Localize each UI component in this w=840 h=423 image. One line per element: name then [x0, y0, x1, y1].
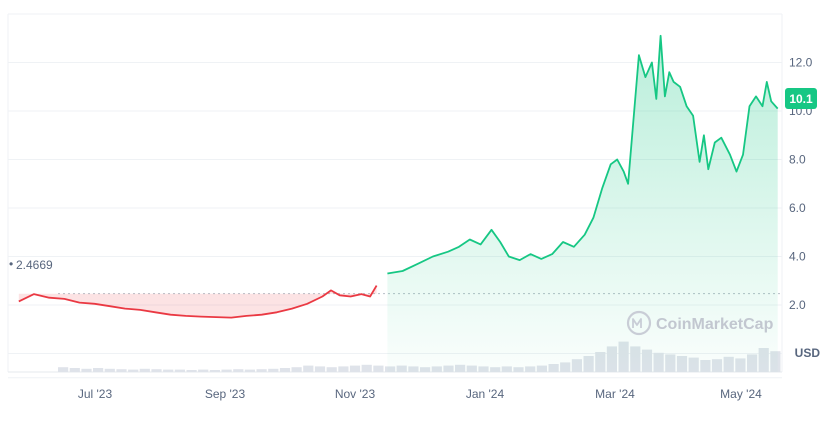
- volume-bar: [104, 368, 115, 372]
- volume-bar: [116, 369, 127, 372]
- x-tick-label: Nov '23: [335, 387, 376, 401]
- volume-bar: [186, 370, 197, 372]
- volume-bar: [174, 369, 185, 372]
- price-line-layer: [18, 34, 779, 319]
- volume-bar: [93, 368, 104, 372]
- y-tick-label: 12.0: [789, 56, 813, 70]
- volume-bar: [326, 367, 337, 372]
- x-tick-label: Jan '24: [466, 387, 505, 401]
- watermark-text: CoinMarketCap: [656, 316, 774, 333]
- overlay-layer: • 2.4669 10.1 USD: [9, 88, 820, 360]
- x-tick-label: Mar '24: [595, 387, 635, 401]
- volume-bar: [139, 368, 150, 372]
- y-tick-label: 2.0: [789, 298, 806, 312]
- volume-bar: [233, 369, 244, 372]
- baseline-marker: •: [9, 257, 13, 271]
- coinmarketcap-logo-icon: [626, 310, 652, 336]
- volume-bar: [221, 369, 232, 372]
- volume-bar: [209, 370, 220, 372]
- volume-bar: [163, 369, 174, 372]
- volume-bar: [58, 367, 69, 372]
- y-tick-label: 4.0: [789, 250, 806, 264]
- watermark: CoinMarketCap: [626, 310, 774, 336]
- volume-bar: [373, 365, 384, 372]
- volume-bar: [338, 366, 349, 372]
- volume-bar: [349, 365, 361, 372]
- y-tick-label: 6.0: [789, 201, 806, 215]
- current-price-label: 10.1: [789, 92, 813, 106]
- y-tick-label: 8.0: [789, 153, 806, 167]
- currency-label: USD: [795, 346, 821, 360]
- volume-bar: [128, 369, 139, 372]
- current-price-badge: [785, 88, 817, 109]
- price-line-down: [18, 285, 378, 319]
- x-tick-label: Sep '23: [205, 387, 246, 401]
- above-baseline-area: [387, 35, 778, 373]
- x-tick-label: May '24: [720, 387, 762, 401]
- volume-bar: [314, 366, 326, 372]
- volume-bar: [244, 369, 255, 372]
- baseline-value-label: 2.4669: [16, 258, 53, 272]
- x-tick-label: Jul '23: [78, 387, 113, 401]
- volume-bar: [198, 369, 209, 372]
- volume-bar: [361, 364, 372, 372]
- volume-bar: [81, 368, 92, 372]
- volume-bar: [151, 369, 162, 372]
- volume-bar: [69, 368, 80, 372]
- volume-bar: [256, 369, 267, 372]
- volume-bar: [303, 365, 314, 372]
- price-line-up: [387, 34, 779, 275]
- volume-bar: [291, 367, 302, 372]
- volume-bar: [279, 368, 291, 372]
- volume-bar: [268, 368, 279, 372]
